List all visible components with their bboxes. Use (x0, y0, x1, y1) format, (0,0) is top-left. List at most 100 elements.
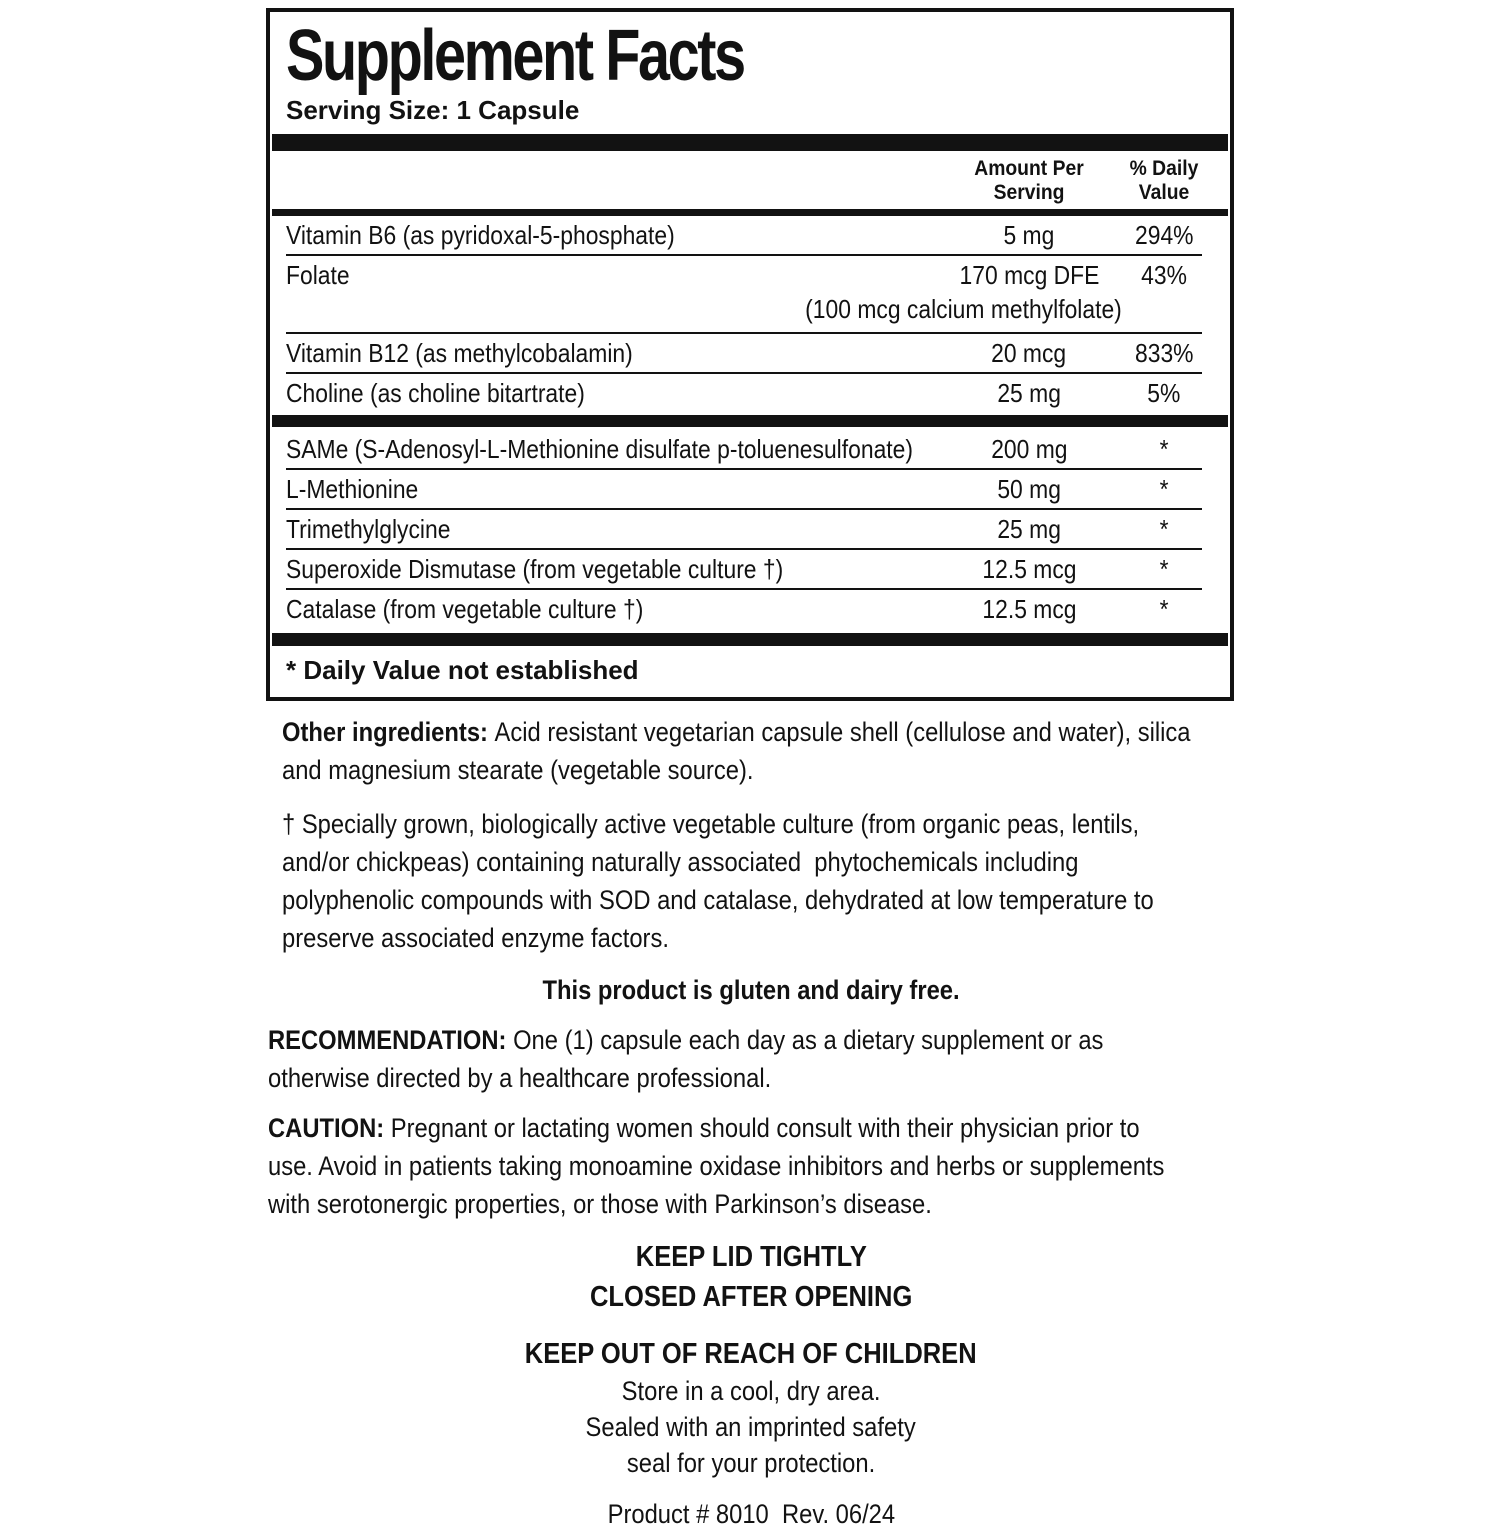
nutrient-name-text: Catalase (from vegetable culture †) (286, 594, 644, 625)
nutrient-amount-text: 12.5 mcg (981, 594, 1077, 625)
dv-column-header: % Daily Value (1114, 157, 1214, 204)
nutrient-dv: * (1114, 514, 1214, 544)
nutrient-name: Choline (as choline bitartrate) (286, 378, 944, 408)
table-row: Catalase (from vegetable culture †) 12.5 … (286, 590, 1214, 628)
product-line: Product # 8010 Rev. 06/24 (266, 1497, 1236, 1531)
panel-title: Supplement Facts (286, 16, 746, 96)
dv-column-header-label: % Daily Value (1129, 156, 1199, 204)
nutrient-dv-text: 43% (1141, 260, 1187, 291)
paragraph-line: otherwise directed by a healthcare profe… (268, 1059, 1236, 1097)
paragraph-line: polyphenolic compounds with SOD and cata… (282, 881, 1236, 919)
gluten-dairy-note: This product is gluten and dairy free. (266, 971, 1236, 1009)
nutrient-amount: 12.5 mcg (944, 594, 1114, 624)
nutrient-amount: 25 mg (944, 514, 1114, 544)
section-other-ingredients: Other ingredients: Acid resistant vegeta… (266, 713, 1236, 789)
nutrient-amount: 5 mg (944, 220, 1114, 250)
paragraph-line-text: use. Avoid in patients taking monoamine … (268, 1150, 1165, 1181)
nutrient-dv: 294% (1114, 220, 1214, 250)
section-caution: CAUTION: Pregnant or lactating women sho… (266, 1109, 1236, 1223)
paragraph-line: and magnesium stearate (vegetable source… (282, 751, 1236, 789)
serving-size: Serving Size: 1 Capsule (286, 95, 580, 126)
keep-out-heading: KEEP OUT OF REACH OF CHILDREN (266, 1337, 1236, 1371)
paragraph-line: with serotonergic properties, or those w… (268, 1185, 1236, 1223)
product-line-text: Product # 8010 Rev. 06/24 (607, 1498, 895, 1529)
storage-line-3: seal for your protection. (626, 1447, 876, 1478)
paragraph-line-text: and magnesium stearate (vegetable source… (282, 754, 754, 785)
nutrient-amount-text: 5 mg (1003, 220, 1055, 251)
paragraph-line: and/or chickpeas) containing naturally a… (282, 843, 1236, 881)
section-dagger-note: † Specially grown, biologically active v… (266, 805, 1236, 957)
nutrient-dv-text: 294% (1134, 220, 1194, 251)
storage-line-2: Sealed with an imprinted safety (585, 1411, 917, 1442)
section-recommendation: RECOMMENDATION: One (1) capsule each day… (266, 1021, 1236, 1097)
label: Supplement Facts Serving Size: 1 Capsule… (266, 8, 1236, 1531)
nutrient-amount-text: 12.5 mcg (981, 554, 1077, 585)
nutrient-amount: 170 mcg DFE (944, 260, 1114, 290)
storage-line-1: Store in a cool, dry area. (621, 1375, 881, 1406)
table-row: Trimethylglycine 25 mg * (286, 510, 1214, 548)
nutrient-name-text: Choline (as choline bitartrate) (286, 377, 585, 408)
paragraph-line-text: preserve associated enzyme factors. (282, 922, 669, 953)
keep-out-heading-text: KEEP OUT OF REACH OF CHILDREN (525, 1337, 977, 1370)
paragraph-line-text: and/or chickpeas) containing naturally a… (282, 846, 1079, 877)
nutrient-dv: * (1114, 474, 1214, 504)
amount-column-header: Amount Per Serving (944, 157, 1114, 204)
paragraph-line-text: RECOMMENDATION: One (1) capsule each day… (268, 1024, 1104, 1055)
row-separator (286, 508, 1202, 511)
paragraph-line-text: † Specially grown, biologically active v… (282, 808, 1140, 839)
nutrient-name: Catalase (from vegetable culture †) (286, 594, 944, 624)
nutrient-amount: 200 mg (944, 434, 1114, 464)
thick-bar-bottom (272, 632, 1228, 646)
nutrient-dv-text: * (1159, 433, 1169, 464)
nutrient-dv-text: 833% (1134, 337, 1194, 368)
gluten-dairy-note-text: This product is gluten and dairy free. (542, 974, 960, 1005)
paragraph-line: CAUTION: Pregnant or lactating women sho… (268, 1109, 1236, 1147)
nutrient-dv-text: * (1159, 514, 1169, 545)
nutrient-amount-text: 50 mg (997, 473, 1061, 504)
nutrient-dv-text: * (1159, 594, 1169, 625)
paragraph-line: † Specially grown, biologically active v… (282, 805, 1236, 843)
nutrient-dv: * (1114, 434, 1214, 464)
nutrient-amount: 20 mcg (944, 338, 1114, 368)
paragraph-line-text: Other ingredients: Acid resistant vegeta… (282, 716, 1191, 747)
nutrient-name-text: L-Methionine (286, 473, 419, 504)
row-separator (286, 331, 1202, 334)
storage-note: Store in a cool, dry area. Sealed with a… (266, 1373, 1236, 1481)
nutrient-dv: * (1114, 554, 1214, 584)
nutrient-dv-text: * (1159, 473, 1169, 504)
nutrient-name: Vitamin B12 (as methylcobalamin) (286, 338, 944, 368)
supplement-facts-panel: Supplement Facts Serving Size: 1 Capsule… (266, 8, 1234, 701)
nutrient-name: Vitamin B6 (as pyridoxal-5-phosphate) (286, 220, 944, 250)
thick-bar-group (272, 414, 1228, 427)
nutrient-name-text: Vitamin B12 (as methylcobalamin) (286, 337, 633, 368)
nutrient-dv: 833% (1114, 338, 1214, 368)
nutrient-dv: 5% (1114, 378, 1214, 408)
table-row: Vitamin B12 (as methylcobalamin) 20 mcg 83… (286, 334, 1214, 372)
nutrient-name-text: Superoxide Dismutase (from vegetable cul… (286, 554, 784, 585)
table-row: L-Methionine 50 mg * (286, 470, 1214, 508)
row-separator (286, 467, 1202, 470)
table-row: SAMe (S-Adenosyl-L-Methionine disulfate … (286, 430, 1214, 468)
paragraph-line: use. Avoid in patients taking monoamine … (268, 1147, 1236, 1185)
column-headers: Amount Per Serving % Daily Value (286, 151, 1214, 209)
keep-lid-line-1: KEEP LID TIGHTLY (635, 1240, 867, 1273)
thick-bar-header (272, 209, 1228, 217)
nutrient-name: L-Methionine (286, 474, 944, 504)
footnote: * Daily Value not established (286, 654, 639, 685)
nutrient-amount-text: 20 mcg (991, 337, 1067, 368)
table-row: Choline (as choline bitartrate) 25 mg 5% (286, 374, 1214, 412)
paragraph-line: RECOMMENDATION: One (1) capsule each day… (268, 1021, 1236, 1059)
row-separator (286, 371, 1202, 374)
nutrient-name-text: Trimethylglycine (286, 514, 451, 545)
nutrient-amount-text: 200 mg (990, 433, 1068, 464)
paragraph-line-text: with serotonergic properties, or those w… (268, 1188, 932, 1219)
paragraph-line: Other ingredients: Acid resistant vegeta… (282, 713, 1236, 751)
keep-lid-line-2: CLOSED AFTER OPENING (589, 1280, 913, 1313)
nutrient-name: SAMe (S-Adenosyl-L-Methionine disulfate … (286, 434, 944, 464)
nutrient-dv: * (1114, 594, 1214, 624)
thick-bar-top (272, 133, 1228, 151)
nutrient-amount-text: 25 mg (997, 377, 1061, 408)
nutrient-amount-note-text: (100 mcg calcium methylfolate) (805, 294, 1122, 325)
row-separator (286, 548, 1202, 551)
table-row: Superoxide Dismutase (from vegetable cul… (286, 550, 1214, 588)
